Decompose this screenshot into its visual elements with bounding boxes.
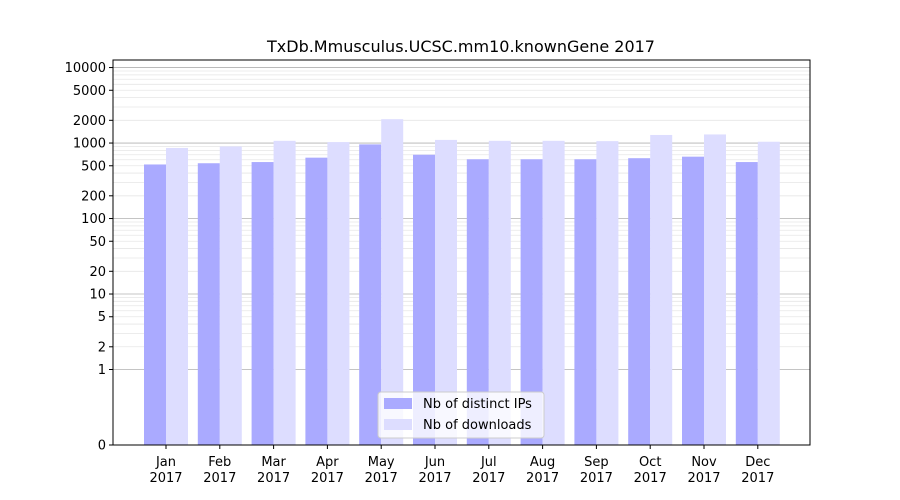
bar-distinct-ips-sep (574, 159, 597, 446)
y-tick-label: 1000 (73, 137, 106, 152)
bars (144, 119, 780, 446)
legend: Nb of distinct IPs Nb of downloads (377, 391, 545, 439)
bar-distinct-ips-mar (251, 162, 274, 445)
x-tick-label-month: Apr (316, 455, 339, 470)
bar-distinct-ips-jan (144, 164, 166, 445)
x-tick-label-month: Aug (530, 455, 555, 470)
bar-distinct-ips-oct (628, 158, 651, 445)
x-tick-label-month: Sep (584, 455, 609, 470)
bar-downloads-sep (596, 141, 619, 445)
x-tick-label-year: 2017 (418, 471, 451, 486)
y-tick-label: 2000 (73, 114, 106, 129)
legend-swatch-distinct-ips (384, 398, 412, 409)
y-tick-label: 50 (89, 235, 106, 250)
bar-downloads-jul (488, 140, 511, 445)
bar-downloads-jun (435, 139, 457, 445)
x-tick-label-year: 2017 (634, 471, 667, 486)
y-tick-label: 500 (81, 159, 106, 174)
x-tick-label-month: Jan (155, 455, 176, 470)
bar-distinct-ips-aug (520, 159, 543, 446)
x-tick-label-year: 2017 (203, 471, 236, 486)
y-tick-label: 1 (98, 363, 106, 378)
bar-downloads-apr (327, 142, 350, 445)
plot-area (112, 59, 811, 446)
bar-downloads-aug (542, 140, 565, 445)
x-tick-label-year: 2017 (257, 471, 290, 486)
chart-title: TxDb.Mmusculus.UCSC.mm10.knownGene 2017 (266, 37, 655, 56)
x-tick-label-month: Dec (745, 455, 770, 470)
x-tick-label-year: 2017 (472, 471, 505, 486)
y-tick-label: 200 (81, 189, 106, 204)
bar-distinct-ips-nov (682, 156, 704, 446)
x-tick-label-year: 2017 (580, 471, 613, 486)
y-tick-label: 2 (98, 340, 106, 355)
x-tick-label-year: 2017 (687, 471, 720, 486)
y-axis: 0 1 2 5 10 20 50 100 200 500 1000 2000 5000 10000 (65, 61, 113, 454)
legend-swatch-downloads (384, 419, 412, 430)
bar-downloads-feb (219, 146, 242, 445)
x-axis: Jan2017Feb2017Mar2017Apr2017May2017Jun20… (149, 445, 774, 486)
x-tick-label-month: Nov (691, 455, 717, 470)
y-tick-label: 0 (98, 439, 106, 454)
y-tick-label: 20 (89, 265, 106, 280)
x-tick-label-month: May (368, 455, 395, 470)
bar-distinct-ips-jul (466, 159, 489, 446)
legend-box (377, 391, 545, 439)
bar-distinct-ips-jun (413, 154, 435, 445)
x-tick-label-month: Feb (208, 455, 231, 470)
bar-distinct-ips-feb (197, 163, 220, 446)
x-tick-label-month: Jun (424, 455, 445, 470)
bar-downloads-may (381, 119, 404, 445)
legend-label-distinct-ips: Nb of distinct IPs (423, 397, 532, 412)
legend-label-downloads: Nb of downloads (423, 418, 532, 433)
x-tick-label-month: Jul (480, 455, 497, 470)
bar-downloads-jan (166, 147, 188, 445)
bar-downloads-dec (757, 141, 780, 446)
bar-downloads-mar (273, 140, 296, 445)
x-tick-label-year: 2017 (741, 471, 774, 486)
y-tick-label: 100 (81, 212, 106, 227)
y-tick-label: 5 (98, 310, 106, 325)
y-tick-label: 5000 (73, 84, 106, 99)
bar-distinct-ips-apr (305, 157, 328, 446)
y-tick-label: 10000 (65, 61, 106, 76)
bar-distinct-ips-dec (735, 162, 758, 445)
bar-distinct-ips-may (359, 144, 382, 445)
bar-downloads-oct (650, 134, 673, 445)
y-tick-label: 10 (89, 288, 106, 303)
bar-downloads-nov (704, 134, 726, 445)
x-tick-label-year: 2017 (311, 471, 344, 486)
x-tick-label-year: 2017 (149, 471, 182, 486)
x-tick-label-year: 2017 (526, 471, 559, 486)
x-tick-label-month: Mar (261, 455, 286, 470)
x-tick-label-year: 2017 (365, 471, 398, 486)
x-tick-label-month: Oct (639, 455, 661, 470)
